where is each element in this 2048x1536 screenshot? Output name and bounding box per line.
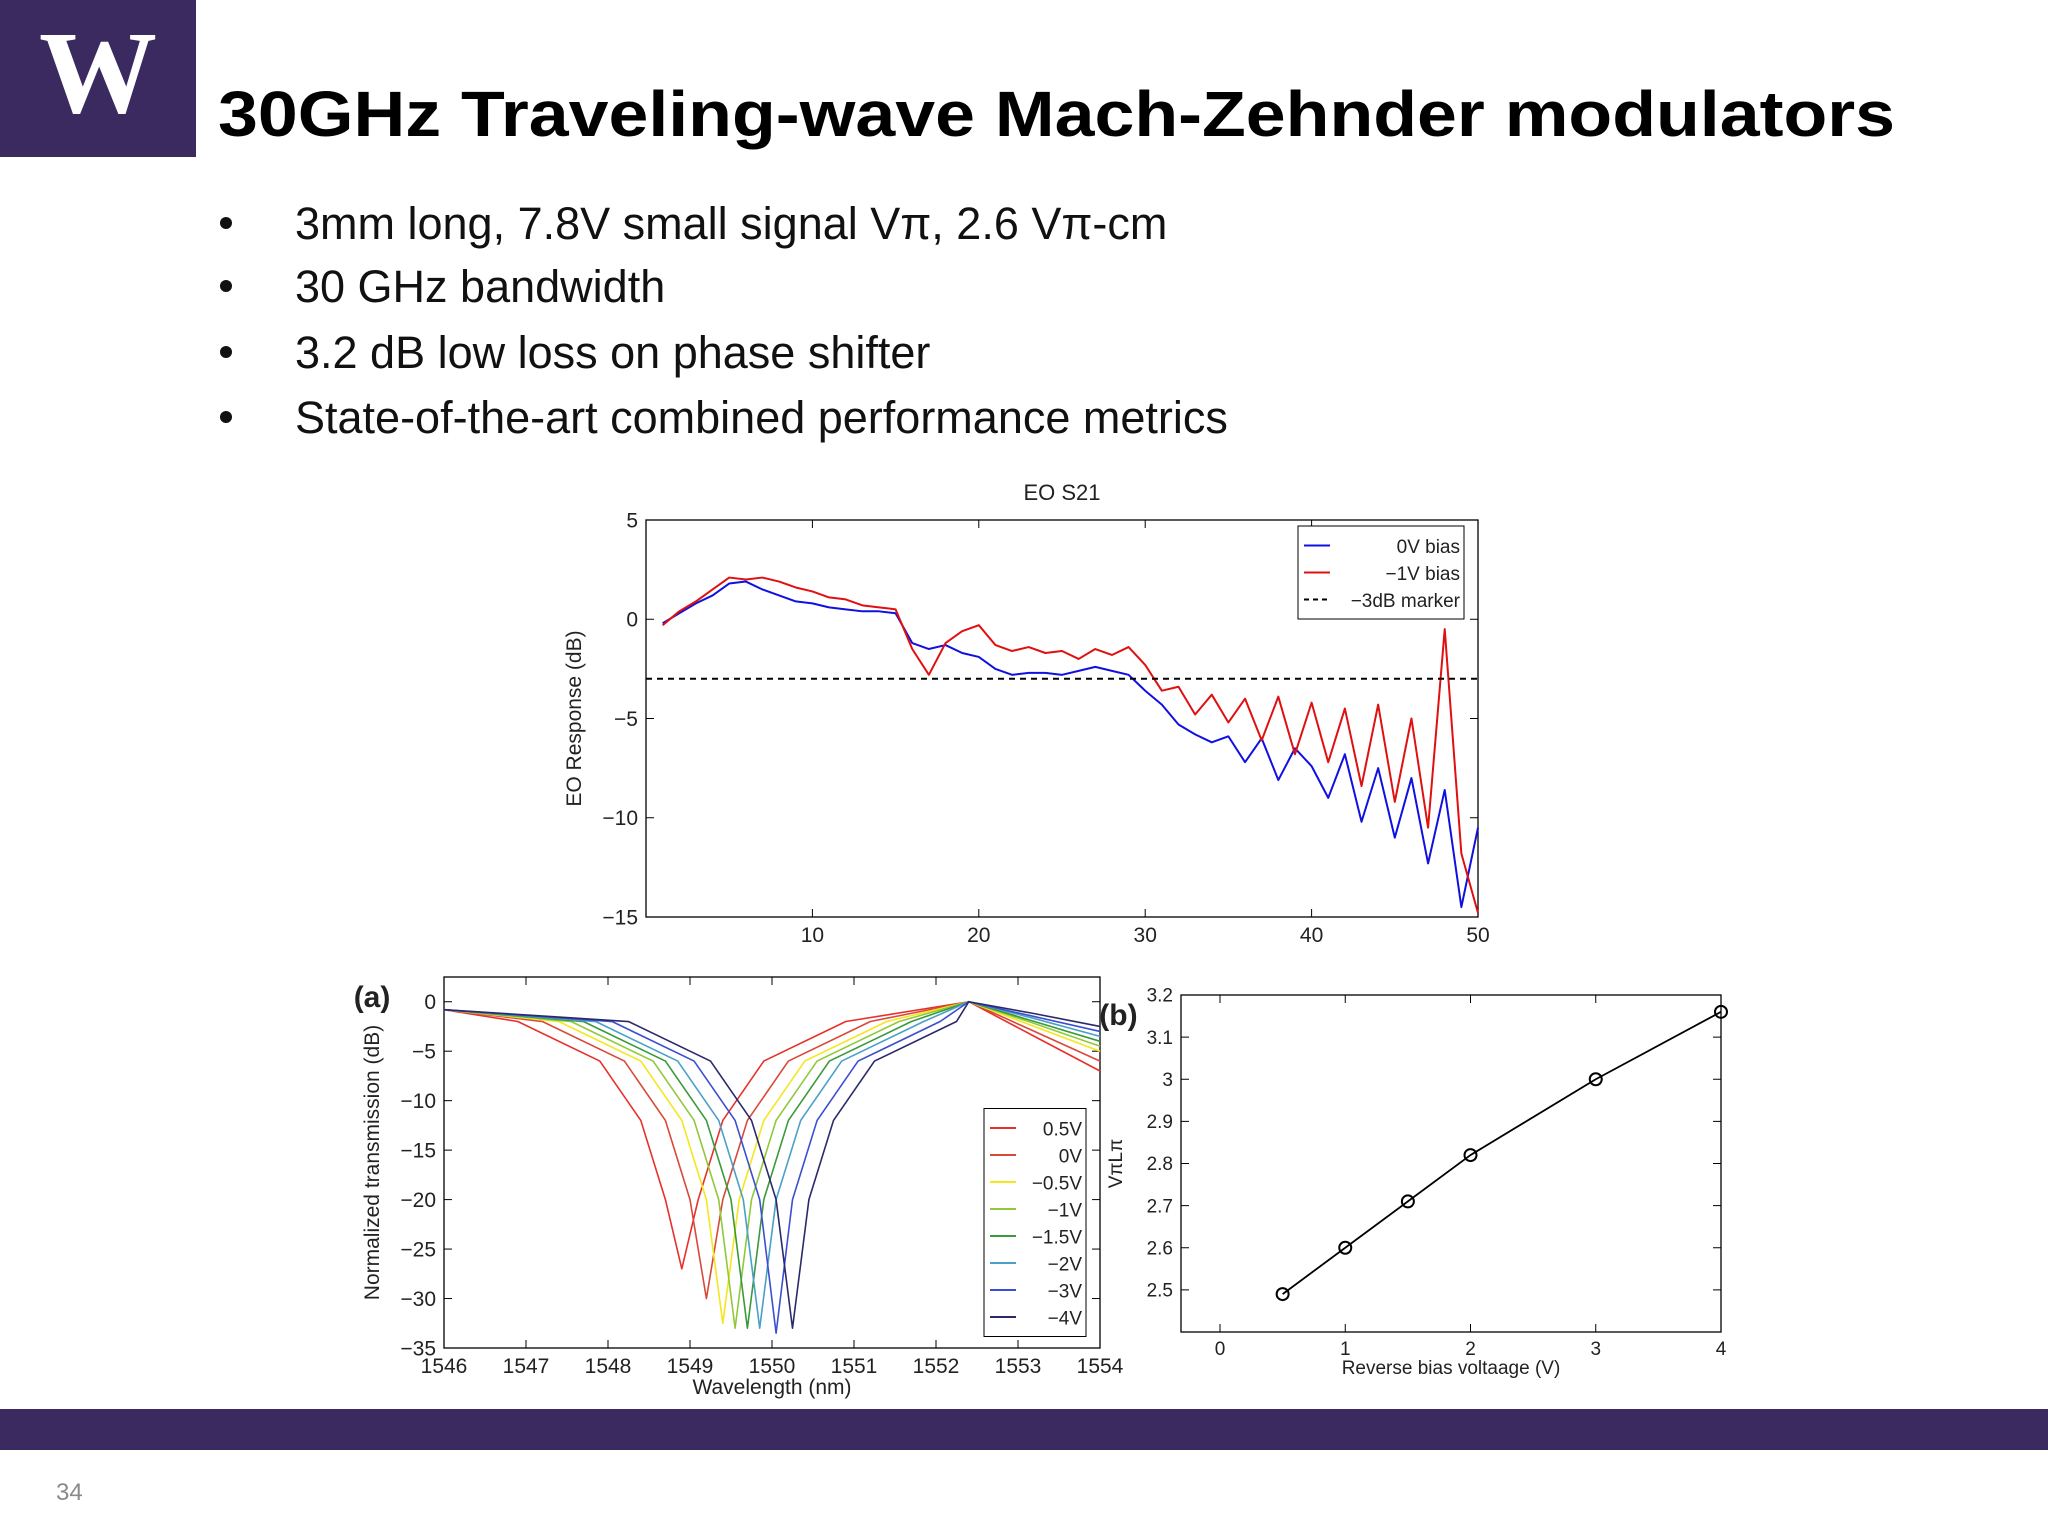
y-tick-label: −10	[602, 807, 638, 830]
series-line	[443, 1000, 1101, 1330]
data-point	[1714, 1004, 1728, 1019]
x-tick-label: 10	[801, 924, 824, 947]
x-tick-label: 0	[1215, 1339, 1226, 1360]
series-line	[662, 580, 1479, 909]
x-tick-label: 1553	[995, 1355, 1042, 1378]
bullet-dot	[220, 217, 232, 229]
bullet-dot	[220, 280, 232, 292]
bullet: 3.2 dB low loss on phase shifter	[295, 327, 930, 378]
x-tick-label: 20	[967, 924, 990, 947]
x-tick-label: 30	[1134, 924, 1157, 947]
x-tick-label: 1549	[667, 1355, 714, 1378]
page-number: 34	[56, 1479, 83, 1506]
y-tick-label: −15	[400, 1139, 436, 1162]
y-tick-label: −5	[614, 708, 638, 731]
legend-box	[983, 1108, 1087, 1337]
y-tick-label: −25	[400, 1238, 436, 1261]
y-tick-label: 2.7	[1147, 1196, 1173, 1217]
x-tick-label: 50	[1466, 924, 1489, 947]
y-tick-label: −30	[400, 1288, 436, 1311]
legend-label: 0V	[1059, 1146, 1083, 1167]
x-tick-label: 3	[1590, 1339, 1601, 1360]
y-axis-label: EO Response (dB)	[563, 630, 586, 806]
data-point	[1338, 1240, 1353, 1255]
series-line	[1282, 1011, 1722, 1295]
y-tick-label: 5	[626, 509, 638, 532]
x-tick-label: 1547	[503, 1355, 550, 1378]
y-tick-label: 0	[626, 609, 638, 632]
y-tick-label: −15	[602, 906, 638, 929]
x-axis-label: Reverse bias voltaage (V)	[1342, 1358, 1561, 1379]
legend-label: −1.5V	[1032, 1227, 1083, 1248]
y-tick-label: 3.2	[1147, 986, 1173, 1007]
y-tick-label: 2.5	[1147, 1281, 1173, 1302]
legend-label: 0.5V	[1043, 1119, 1082, 1140]
legend-label: −1V bias	[1386, 564, 1460, 585]
y-tick-label: −20	[400, 1189, 436, 1212]
legend-label: −0.5V	[1032, 1173, 1083, 1194]
y-tick-label: 3.1	[1147, 1028, 1173, 1049]
x-tick-label: 1548	[585, 1355, 632, 1378]
panel-label: (b)	[1099, 999, 1137, 1032]
y-tick-label: 2.8	[1147, 1154, 1173, 1175]
data-point	[1275, 1287, 1290, 1302]
y-tick-label: 0	[424, 991, 436, 1014]
legend-label: −1V	[1048, 1200, 1083, 1221]
legend-label: −3V	[1048, 1281, 1083, 1302]
legend-label: −2V	[1048, 1254, 1083, 1275]
y-axis-label: Normalized transmission (dB)	[361, 1025, 384, 1300]
bullet: 30 GHz bandwidth	[295, 261, 665, 312]
y-tick-label: −5	[412, 1041, 436, 1064]
x-tick-label: 4	[1716, 1339, 1727, 1360]
bullet-list: 3mm long, 7.8V small signal Vπ, 2.6 Vπ-c…	[220, 198, 1228, 443]
y-axis-label: VπLπ	[1106, 1139, 1127, 1188]
logo: W	[39, 7, 157, 138]
logo-box	[0, 0, 196, 157]
bullet: 3mm long, 7.8V small signal Vπ, 2.6 Vπ-c…	[295, 198, 1167, 249]
footer-bar	[0, 1409, 2048, 1450]
panel-label: (a)	[354, 981, 391, 1014]
legend-label: −4V	[1048, 1308, 1083, 1329]
x-tick-label: 1554	[1077, 1355, 1124, 1378]
y-tick-label: 2.6	[1147, 1238, 1173, 1259]
x-tick-label: 1546	[421, 1355, 468, 1378]
y-tick-label: −10	[400, 1090, 436, 1113]
x-tick-label: 1550	[749, 1355, 796, 1378]
y-tick-label: 2.9	[1147, 1112, 1173, 1133]
legend-label: −3dB marker	[1351, 591, 1461, 612]
x-tick-label: 40	[1300, 924, 1323, 947]
legend-label: 0V bias	[1397, 537, 1460, 558]
series-line	[661, 576, 1479, 914]
data-point	[1588, 1072, 1603, 1087]
data-point	[1463, 1148, 1478, 1163]
x-tick-label: 1	[1340, 1339, 1351, 1360]
y-tick-label: 3	[1162, 1070, 1173, 1091]
data-point	[1400, 1194, 1415, 1209]
x-tick-label: 2	[1465, 1339, 1476, 1360]
x-tick-label: 1552	[913, 1355, 960, 1378]
plot-frame	[1180, 994, 1722, 1333]
bullet-dot	[220, 346, 232, 358]
x-axis-label: Wavelength (nm)	[692, 1376, 851, 1399]
chart-title: EO S21	[1023, 480, 1100, 505]
x-tick-label: 1551	[831, 1355, 878, 1378]
slide-title: 30GHz Traveling-wave Mach-Zehnder modula…	[218, 78, 1895, 150]
bullet: State-of-the-art combined performance me…	[295, 392, 1228, 443]
bullet-dot	[220, 411, 232, 423]
y-tick-label: −35	[400, 1337, 436, 1360]
